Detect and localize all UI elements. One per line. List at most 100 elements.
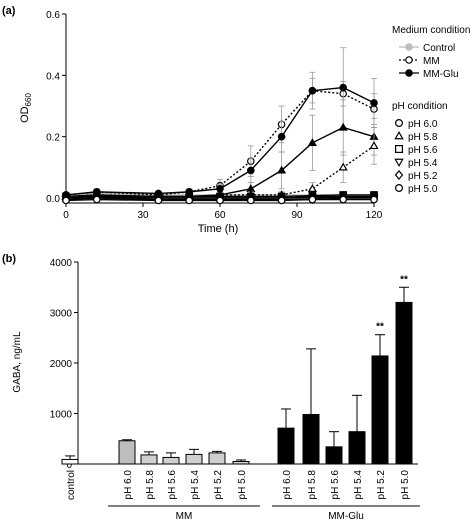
bar-control-control	[61, 455, 79, 465]
bar	[140, 454, 158, 465]
x-tick-label: 0	[63, 210, 69, 221]
x-tick-label: 30	[137, 210, 149, 221]
x-tick-label: pH 5.6	[167, 470, 178, 500]
bar-mm-glu-ph60	[277, 408, 295, 465]
x-tick-label: pH 6.0	[282, 470, 293, 500]
data-point	[307, 184, 317, 192]
panel-a-line-chart: (a) 0.0 0.2 0.4 0.6 0 30 60 90 120 Time (h) OD6…	[2, 5, 470, 235]
panel-b-label: (b)	[2, 253, 16, 265]
panel-a-label: (a)	[2, 5, 16, 17]
data-point	[308, 195, 317, 204]
x-tick-label: pH 5.8	[307, 470, 318, 500]
legend-item-ph54: pH 5.4	[394, 158, 438, 169]
panel-b-bars: ** **	[61, 274, 413, 465]
series-line	[65, 89, 375, 196]
x-tick-label: pH 5.8	[145, 470, 156, 500]
bar-mm-ph54	[185, 448, 203, 465]
x-tick-label: pH 5.6	[330, 470, 341, 500]
y-tick-label: 1000	[50, 410, 73, 421]
series-line	[65, 198, 374, 202]
legend-marker	[395, 118, 404, 127]
bar-mm-ph52	[208, 450, 226, 465]
panel-a-legend: Medium condition Control MM MM-Glu pH cond…	[392, 25, 470, 195]
significance-label: **	[400, 274, 408, 285]
x-tick-label: 60	[214, 210, 226, 221]
legend-label: Control	[423, 43, 455, 54]
bar-mm-ph56	[162, 452, 180, 465]
data-point	[247, 166, 255, 175]
data-point	[247, 196, 255, 205]
bar-mm-glu-ph54	[348, 394, 366, 465]
x-tick-label: pH 5.2	[376, 470, 387, 500]
legend-item-mm: MM	[399, 56, 440, 67]
panel-b-group-brackets: MM MM-Glu	[108, 505, 420, 520]
data-point	[185, 196, 194, 205]
y-tick-label: 0	[66, 460, 72, 471]
legend-marker	[405, 69, 413, 77]
data-point	[216, 196, 224, 205]
panel-b-x-tick-labels: control pH 6.0 pH 5.8 pH 5.6 pH 5.4 pH 5.2 pH …	[66, 470, 411, 500]
series-mm-glu-pH60	[62, 47, 378, 199]
legend-marker	[395, 184, 404, 193]
data-point	[339, 83, 348, 92]
legend-item-ph58: pH 5.8	[394, 131, 438, 143]
bar	[61, 458, 79, 465]
legend-item-mm-glu: MM-Glu	[399, 69, 459, 80]
bar	[371, 355, 389, 465]
bar-mm-ph60	[118, 439, 136, 465]
od-label-main: OD	[19, 106, 31, 123]
x-tick-label: pH 6.0	[123, 470, 134, 500]
legend-label: pH 5.4	[408, 158, 438, 169]
series-line	[65, 196, 374, 199]
x-tick-label: pH 5.0	[237, 470, 248, 500]
legend-label: MM-Glu	[423, 69, 459, 80]
panel-b-y-axis-label: GABA, ng/mL	[12, 331, 23, 393]
legend-item-ph56: pH 5.6	[395, 145, 438, 156]
bar	[325, 446, 343, 465]
bar	[302, 414, 320, 465]
data-point	[93, 195, 101, 204]
legend-marker	[405, 43, 413, 51]
y-tick-label: 2000	[50, 359, 73, 370]
series-line	[65, 194, 374, 198]
y-tick-label: 3000	[50, 309, 73, 320]
bar	[395, 301, 413, 465]
legend-marker	[394, 158, 404, 167]
panel-a-y-axis-label: OD660	[19, 93, 33, 123]
bar-mm-glu-ph50: **	[395, 274, 413, 465]
bar-mm-glu-ph56	[325, 431, 343, 465]
bar-mm-glu-ph58	[302, 348, 320, 465]
legend-label: pH 5.0	[408, 184, 438, 195]
series-line	[65, 197, 374, 201]
panel-a-y-ticks: 0.0 0.2 0.4 0.6	[46, 10, 66, 205]
x-tick-label: pH 5.0	[400, 470, 411, 500]
data-point	[370, 195, 378, 204]
bar	[162, 456, 180, 465]
legend-item-control: Control	[399, 43, 455, 54]
legend-label: pH 5.8	[408, 132, 438, 143]
y-tick-label: 0.0	[46, 194, 60, 205]
y-tick-label: 0.2	[46, 133, 60, 144]
group-label: MM	[176, 511, 193, 520]
legend-medium-title: Medium condition	[392, 25, 470, 36]
data-point	[62, 196, 70, 205]
x-tick-label: control	[66, 470, 77, 500]
legend-marker	[395, 145, 404, 154]
data-point	[277, 132, 286, 141]
bar-mm-ph50	[232, 459, 250, 465]
panel-a-x-ticks: 0 30 60 90 120	[63, 203, 383, 221]
bar	[185, 453, 203, 465]
bar	[208, 452, 226, 465]
legend-ph-title: pH condition	[392, 101, 448, 112]
data-point	[339, 195, 348, 204]
panel-b-y-ticks: 0 1000 2000 3000 4000	[50, 258, 78, 471]
legend-item-ph52: pH 5.2	[394, 169, 438, 182]
y-tick-label: 0.4	[46, 71, 60, 82]
x-tick-label: pH 5.4	[190, 470, 201, 500]
bar	[348, 431, 366, 465]
group-label: MM-Glu	[328, 511, 364, 520]
panel-b-bar-chart: (b) 0 1000 2000 3000 4000 ** ** control pH 6.0…	[2, 253, 420, 520]
bar	[277, 427, 295, 465]
legend-label: pH 5.6	[408, 145, 438, 156]
